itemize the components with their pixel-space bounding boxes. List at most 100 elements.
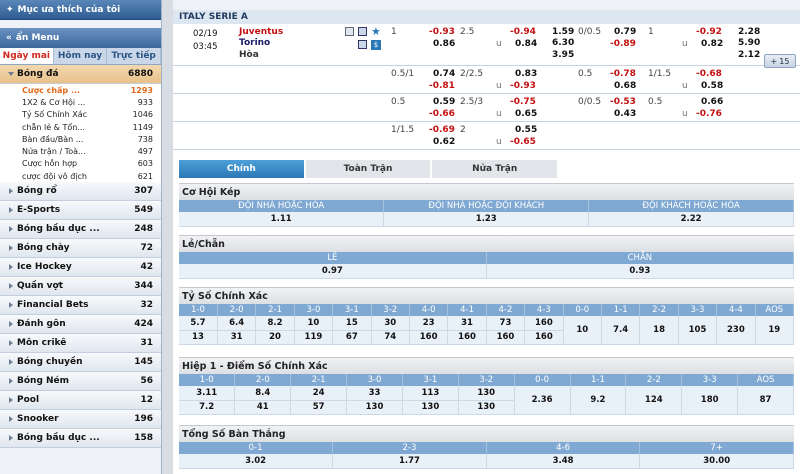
sidebar-item-football[interactable]: Bóng đá 6880 xyxy=(0,65,161,84)
tab-main[interactable]: Chính xyxy=(179,160,304,178)
odds-cell[interactable]: 0.97 xyxy=(179,264,487,279)
hide-menu-button[interactable]: « ẩn Menu xyxy=(0,28,161,48)
odds-cell[interactable]: 9.2 xyxy=(570,386,627,415)
sidebar-item-sport[interactable]: Bóng chuyền 145 xyxy=(0,353,161,373)
odds-value[interactable]: 2.28 xyxy=(738,27,761,37)
odds-cell[interactable]: 15 xyxy=(332,316,372,331)
odds-value[interactable]: 0.65 xyxy=(515,109,538,119)
odds-value[interactable]: 0.66 xyxy=(701,97,724,107)
odds-value[interactable]: 2.12 xyxy=(738,50,761,60)
odds-value[interactable]: -0.78 xyxy=(610,69,636,79)
sidebar-item-sport[interactable]: Ice Hockey 42 xyxy=(0,258,161,278)
odds-cell[interactable]: 74 xyxy=(371,330,410,345)
sidebar-item-sport[interactable]: Pool 12 xyxy=(0,391,161,411)
odds-cell[interactable]: 8.2 xyxy=(255,316,295,331)
sidebar-item-sport[interactable]: Bóng rổ 307 xyxy=(0,182,161,202)
odds-cell[interactable]: 0.93 xyxy=(486,264,795,279)
odds-cell[interactable]: 33 xyxy=(346,386,403,401)
odds-cell[interactable]: 6.4 xyxy=(217,316,257,331)
odds-cell[interactable]: 57 xyxy=(290,400,348,415)
sidebar-item-sport[interactable]: Bóng bầu dục ... 158 xyxy=(0,429,161,449)
odds-cell[interactable]: 73 xyxy=(486,316,526,331)
grid-icon[interactable] xyxy=(358,27,367,36)
odds-cell[interactable]: 1.11 xyxy=(179,212,385,227)
odds-value[interactable]: -0.89 xyxy=(610,39,636,49)
odds-cell[interactable]: 230 xyxy=(716,316,756,345)
odds-cell[interactable]: 13 xyxy=(179,330,218,345)
odds-value[interactable]: 0.83 xyxy=(515,69,538,79)
odds-value[interactable]: 0.68 xyxy=(614,81,637,91)
odds-cell[interactable]: 41 xyxy=(234,400,292,415)
odds-cell[interactable]: 130 xyxy=(402,400,459,415)
tab-half-time[interactable]: Nửa Trận xyxy=(432,160,558,178)
odds-value[interactable]: 5.90 xyxy=(738,38,761,48)
star-favorite-icon[interactable]: ★ xyxy=(371,25,381,38)
odds-value[interactable]: 0.74 xyxy=(433,69,456,79)
odds-value[interactable]: 6.30 xyxy=(552,38,575,48)
odds-value[interactable]: 0.55 xyxy=(515,125,538,135)
odds-cell[interactable]: 8.4 xyxy=(234,386,292,401)
odds-cell[interactable]: 3.02 xyxy=(179,454,334,469)
odds-cell[interactable]: 20 xyxy=(255,330,295,345)
sub-item[interactable]: Bàn đầu/Bàn ... 738 xyxy=(0,133,161,146)
odds-cell[interactable]: 7.4 xyxy=(601,316,641,345)
sub-item[interactable]: Cược hỗn hợp 603 xyxy=(0,157,161,171)
sub-item[interactable]: chẵn lẻ & Tổn... 1149 xyxy=(0,120,161,134)
odds-cell[interactable]: 30 xyxy=(371,316,410,331)
odds-value[interactable]: 0.59 xyxy=(433,97,456,107)
odds-cell[interactable]: 3.11 xyxy=(179,386,236,401)
odds-value[interactable]: -0.65 xyxy=(510,137,536,147)
sidebar-item-sport[interactable]: Financial Bets 32 xyxy=(0,296,161,316)
sidebar-item-sport[interactable]: Bóng bầu dục ... 248 xyxy=(0,220,161,240)
tab-full-time[interactable]: Toàn Trận xyxy=(305,160,431,178)
odds-value[interactable]: 1.59 xyxy=(552,27,575,37)
tab-today[interactable]: Hôm nay xyxy=(54,48,108,64)
odds-cell[interactable]: 119 xyxy=(294,330,334,345)
sidebar-item-sport[interactable]: Bóng Ném 56 xyxy=(0,372,161,392)
odds-value[interactable]: -0.53 xyxy=(610,97,636,107)
odds-cell[interactable]: 19 xyxy=(755,316,795,345)
sidebar-item-sport[interactable]: Snooker 196 xyxy=(0,410,161,430)
odds-cell[interactable]: 1.77 xyxy=(332,454,487,469)
stats-icon[interactable] xyxy=(345,27,354,36)
odds-cell[interactable]: 105 xyxy=(678,316,718,345)
league-header[interactable]: ITALY SERIE A xyxy=(173,10,800,24)
odds-cell[interactable]: 10 xyxy=(563,316,602,345)
favorites-header[interactable]: ✦ Mục ưa thích của tôi xyxy=(0,0,161,20)
odds-cell[interactable]: 130 xyxy=(458,386,515,401)
tab-live[interactable]: Trực tiếp xyxy=(107,48,162,64)
odds-cell[interactable]: 160 xyxy=(486,330,526,345)
sub-item[interactable]: Tỷ Số Chính Xác 1046 xyxy=(0,108,161,121)
odds-cell[interactable]: 130 xyxy=(346,400,403,415)
odds-value[interactable]: 0.84 xyxy=(515,39,538,49)
away-team[interactable]: Torino xyxy=(239,38,271,48)
odds-value[interactable]: 0.43 xyxy=(614,109,637,119)
sidebar-item-sport[interactable]: Quần vợt 344 xyxy=(0,277,161,297)
odds-cell[interactable]: 7.2 xyxy=(179,400,236,415)
odds-value[interactable]: 0.82 xyxy=(701,39,724,49)
odds-cell[interactable]: 130 xyxy=(458,400,515,415)
odds-cell[interactable]: 87 xyxy=(737,386,794,415)
odds-value[interactable]: -0.93 xyxy=(510,81,536,91)
odds-value[interactable]: -0.75 xyxy=(510,97,536,107)
odds-cell[interactable]: 5.7 xyxy=(179,316,218,331)
odds-cell[interactable]: 160 xyxy=(524,330,564,345)
home-team[interactable]: Juventus xyxy=(239,27,284,37)
odds-cell[interactable]: 10 xyxy=(294,316,334,331)
odds-value[interactable]: 0.58 xyxy=(701,81,724,91)
odds-cell[interactable]: 67 xyxy=(332,330,372,345)
odds-value[interactable]: -0.94 xyxy=(510,27,536,37)
odds-cell[interactable]: 18 xyxy=(639,316,679,345)
odds-value[interactable]: -0.69 xyxy=(429,125,455,135)
sub-item[interactable]: cược đội vô địch 621 xyxy=(0,170,161,183)
odds-cell[interactable]: 30.00 xyxy=(639,454,794,469)
odds-cell[interactable]: 31 xyxy=(217,330,257,345)
odds-value[interactable]: -0.92 xyxy=(696,27,722,37)
sub-item[interactable]: 1X2 & Cơ Hội ... 933 xyxy=(0,96,161,109)
odds-cell[interactable]: 3.48 xyxy=(486,454,641,469)
odds-cell[interactable]: 160 xyxy=(409,330,449,345)
more-bets-button[interactable]: +15 xyxy=(764,54,796,68)
odds-value[interactable]: -0.66 xyxy=(429,109,455,119)
odds-value[interactable]: 0.86 xyxy=(433,39,456,49)
sub-item[interactable]: Cược chấp ... 1293 xyxy=(0,84,161,97)
